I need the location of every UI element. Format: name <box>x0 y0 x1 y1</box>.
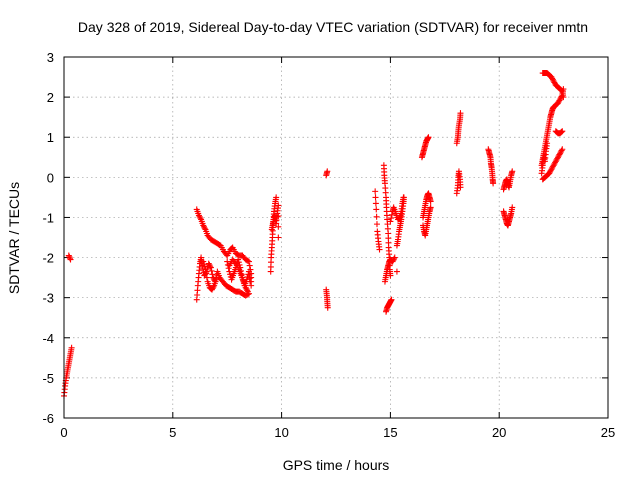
data-point <box>273 194 280 201</box>
data-point <box>275 234 282 241</box>
data-point <box>559 146 566 153</box>
grid-lines <box>64 57 608 418</box>
data-point <box>245 258 252 265</box>
x-tick-label: 20 <box>492 425 506 440</box>
data-point <box>203 270 210 277</box>
y-tick-label: -6 <box>42 411 54 426</box>
data-point <box>490 180 497 187</box>
data-point <box>231 259 238 266</box>
data-point <box>275 223 282 230</box>
y-tick-label: -1 <box>42 210 54 225</box>
data-point <box>208 267 215 274</box>
data-point <box>275 202 282 209</box>
data-point <box>400 194 407 201</box>
data-point <box>226 268 233 275</box>
y-tick-label: 3 <box>47 50 54 65</box>
x-tick-label: 10 <box>274 425 288 440</box>
data-point <box>245 271 252 278</box>
data-point <box>200 261 207 268</box>
data-point <box>558 87 565 94</box>
data-points <box>61 70 567 399</box>
data-point <box>207 264 214 271</box>
data-point <box>388 296 395 303</box>
y-tick-label: -3 <box>42 291 54 306</box>
data-point <box>509 204 516 211</box>
y-axis-ticks: -6 -5 -4 -3 -2 -1 0 1 2 3 <box>42 50 608 426</box>
data-point <box>544 140 551 147</box>
data-point <box>427 204 434 211</box>
data-point <box>246 262 253 269</box>
data-point <box>203 274 210 281</box>
x-tick-label: 0 <box>60 425 67 440</box>
data-point <box>68 344 75 351</box>
data-point <box>560 94 567 101</box>
data-point <box>376 246 383 253</box>
y-tick-label: 2 <box>47 90 54 105</box>
data-point <box>427 198 434 205</box>
data-point <box>67 256 74 263</box>
data-point <box>387 218 394 225</box>
data-point <box>558 147 565 154</box>
data-point <box>66 253 73 260</box>
x-tick-label: 5 <box>169 425 176 440</box>
chart-title: Day 328 of 2019, Sidereal Day-to-day VTE… <box>78 19 588 35</box>
data-point <box>248 282 255 289</box>
data-point <box>213 276 220 283</box>
data-point <box>388 211 395 218</box>
data-point <box>235 256 242 263</box>
data-point <box>244 257 251 264</box>
data-point <box>244 288 251 295</box>
data-point <box>391 255 398 262</box>
data-point <box>372 194 379 201</box>
data-point <box>372 200 379 207</box>
data-point <box>209 271 216 278</box>
data-point <box>457 110 464 117</box>
data-point <box>373 221 380 228</box>
data-point <box>372 188 379 195</box>
data-point <box>197 215 204 222</box>
x-tick-label: 15 <box>383 425 397 440</box>
data-point <box>373 206 380 213</box>
y-axis-label: SDTVAR / TECUs <box>6 182 22 294</box>
data-point <box>457 184 464 191</box>
y-tick-label: -4 <box>42 331 54 346</box>
data-point <box>65 252 72 259</box>
data-point <box>275 213 282 220</box>
data-point <box>201 263 208 270</box>
y-tick-label: 0 <box>47 170 54 185</box>
data-point <box>244 287 251 294</box>
data-point <box>207 263 214 270</box>
x-tick-label: 25 <box>601 425 615 440</box>
x-axis-label: GPS time / hours <box>283 457 390 473</box>
data-point <box>202 266 209 273</box>
data-point <box>559 128 566 135</box>
data-point <box>425 134 432 141</box>
data-point <box>391 254 398 261</box>
data-point <box>200 258 207 265</box>
data-point <box>373 213 380 220</box>
data-point <box>509 168 516 175</box>
y-tick-label: -2 <box>42 251 54 266</box>
data-point <box>247 278 254 285</box>
y-tick-label: -5 <box>42 371 54 386</box>
data-point <box>388 215 395 222</box>
data-point <box>324 304 331 311</box>
y-tick-label: 1 <box>47 130 54 145</box>
data-point <box>324 168 331 175</box>
data-point <box>225 265 232 272</box>
data-point <box>558 128 565 135</box>
data-point <box>393 268 400 275</box>
x-axis-ticks: 0 5 10 15 20 25 <box>60 57 615 440</box>
data-point <box>227 271 234 278</box>
data-point <box>201 225 208 232</box>
data-point <box>66 255 73 262</box>
plot-frame <box>63 56 609 419</box>
data-point <box>210 283 217 290</box>
